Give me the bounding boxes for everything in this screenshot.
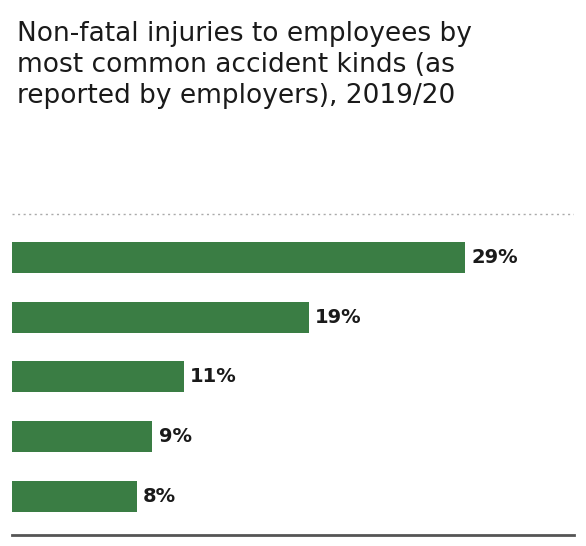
- Text: 8%: 8%: [143, 487, 176, 506]
- Text: 29%: 29%: [471, 248, 518, 267]
- Bar: [12, 361, 183, 393]
- Text: 11%: 11%: [190, 367, 237, 387]
- Text: 9%: 9%: [159, 427, 192, 446]
- Bar: [12, 421, 152, 452]
- Bar: [12, 301, 309, 333]
- Text: 19%: 19%: [315, 307, 362, 327]
- Text: Non-fatal injuries to employees by
most common accident kinds (as
reported by em: Non-fatal injuries to employees by most …: [18, 21, 472, 109]
- Bar: [12, 480, 137, 512]
- Bar: [12, 242, 465, 273]
